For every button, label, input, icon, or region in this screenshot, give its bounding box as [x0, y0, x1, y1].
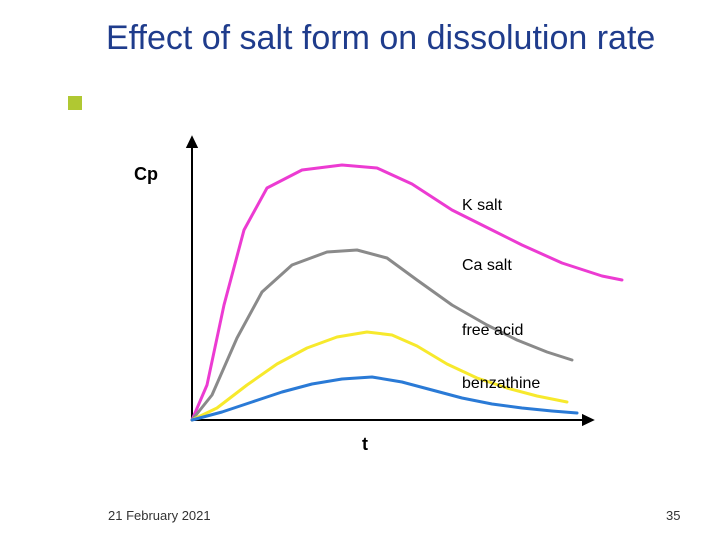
title-bullet	[68, 96, 82, 110]
slide-title: Effect of salt form on dissolution rate	[106, 18, 666, 58]
dissolution-chart: CptK saltCa saltfree acidbenzathine	[152, 130, 632, 460]
series-label-K-salt: K salt	[462, 197, 503, 214]
series-label-free-acid: free acid	[462, 322, 523, 339]
x-axis-arrow	[582, 414, 595, 426]
x-axis-label: t	[362, 434, 368, 454]
series-K-salt	[192, 165, 622, 420]
y-axis-arrow	[186, 135, 198, 148]
slide: Effect of salt form on dissolution rate …	[0, 0, 720, 540]
series-label-Ca-salt: Ca salt	[462, 257, 512, 274]
y-axis-label: Cp	[134, 164, 158, 184]
footer-page-number: 35	[666, 508, 680, 523]
series-label-benzathine: benzathine	[462, 375, 540, 392]
footer-date: 21 February 2021	[108, 508, 211, 523]
chart-svg: CptK saltCa saltfree acidbenzathine	[152, 130, 632, 460]
